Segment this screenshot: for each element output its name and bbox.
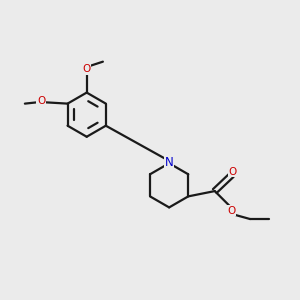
Text: O: O xyxy=(228,206,236,216)
Text: O: O xyxy=(228,167,237,177)
Text: O: O xyxy=(82,64,91,74)
Text: O: O xyxy=(37,96,45,106)
Text: N: N xyxy=(165,156,173,169)
